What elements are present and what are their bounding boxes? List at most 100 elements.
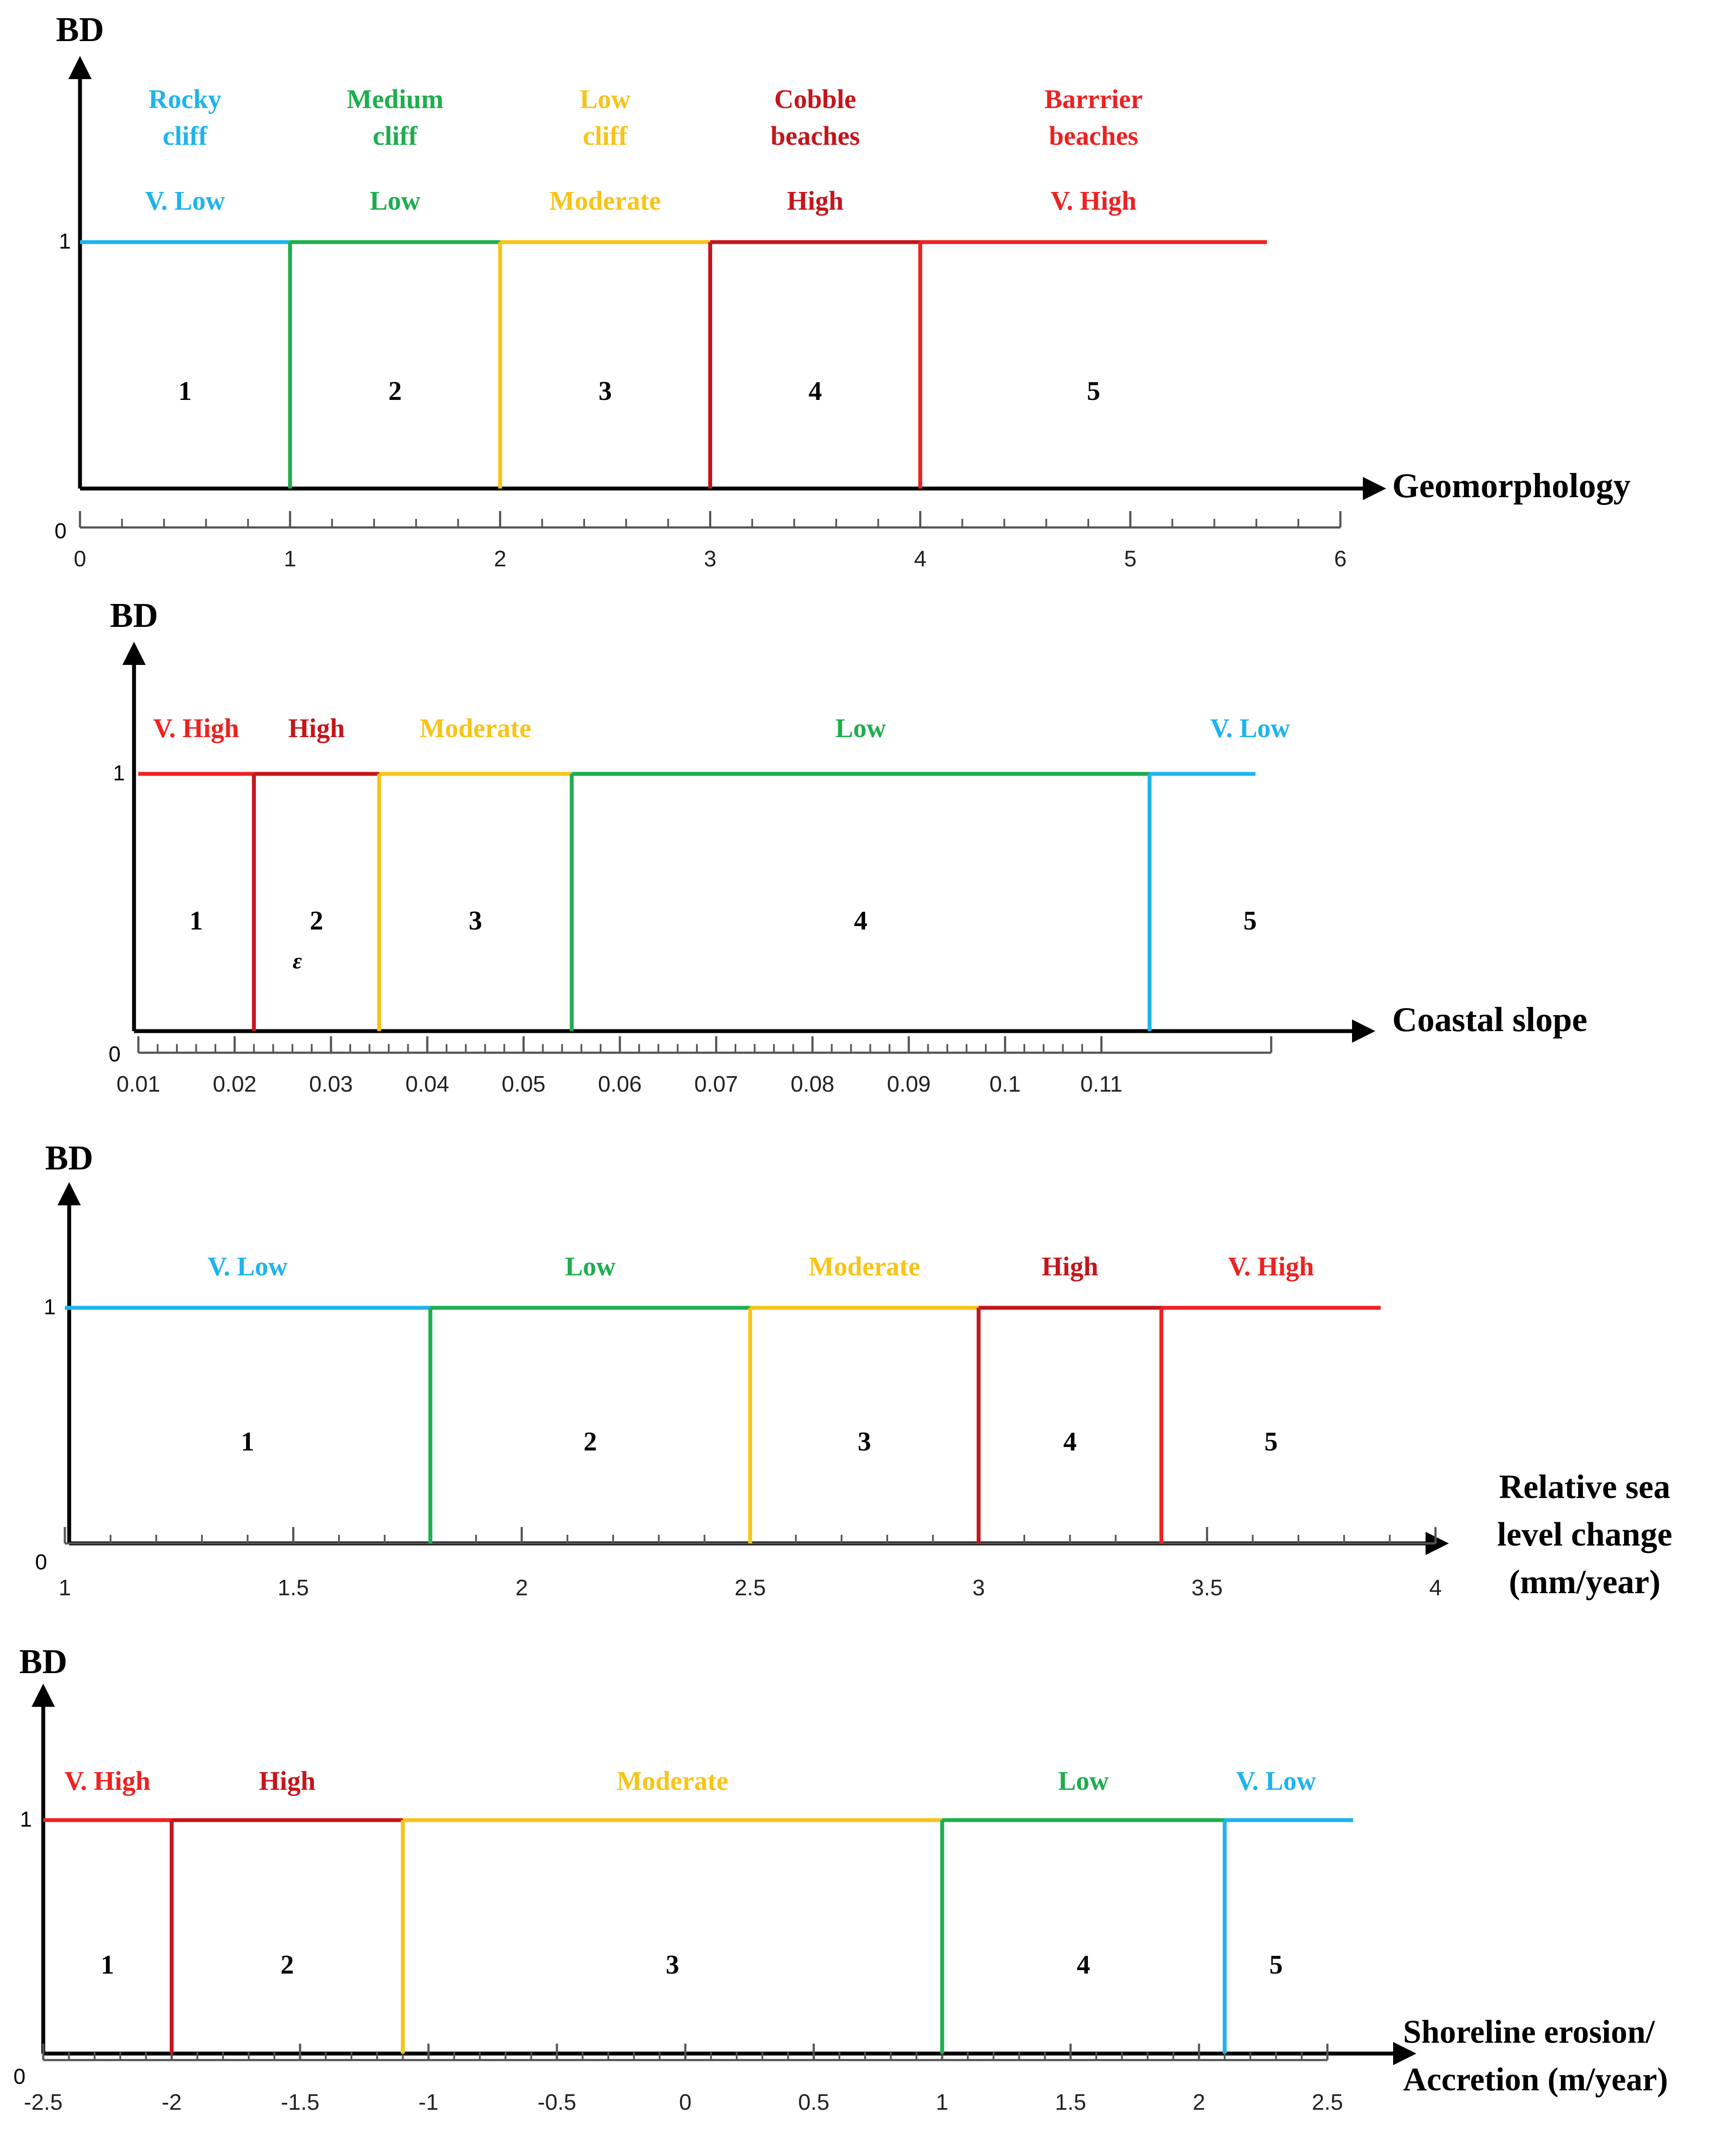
x-axis-title: level change — [1497, 1515, 1672, 1553]
class-1-number: 1 — [101, 1950, 114, 1980]
y-tick-label-0: 0 — [13, 2064, 26, 2089]
class-1-rank: V. High — [64, 1766, 150, 1796]
class-3-rank: Moderate — [617, 1766, 728, 1796]
class-5-description: beaches — [1049, 121, 1138, 151]
class-5-rank: V. Low — [1210, 714, 1290, 743]
class-1-rank: V. Low — [145, 186, 225, 216]
x-axis-title: Accretion (m/year) — [1403, 2061, 1668, 2098]
class-3-number: 3 — [469, 906, 482, 936]
class-3-rank: Moderate — [419, 714, 531, 743]
x-tick-label: 0.04 — [406, 1072, 449, 1097]
x-tick-label: -0.5 — [537, 2090, 576, 2115]
class-4-number: 4 — [1077, 1950, 1090, 1980]
x-axis-title: (mm/year) — [1509, 1563, 1661, 1600]
class-1-number: 1 — [178, 377, 192, 406]
y-tick-label-1: 1 — [44, 1295, 56, 1319]
chart-coastal-slope: BD 0 1 0.01 0.02 0.03 0.04 0.05 0.06 0.07 0.08 0.09… — [109, 597, 1587, 1097]
x-tick-label: 1 — [59, 1575, 71, 1600]
class-5-number: 5 — [1244, 906, 1257, 936]
class-3-description: cliff — [583, 121, 628, 151]
class-3-number: 3 — [666, 1950, 679, 1980]
class-1-description: cliff — [163, 121, 208, 151]
class-1-rank: V. Low — [208, 1252, 288, 1281]
class-2-number: 2 — [310, 906, 323, 936]
class-3-rank: Moderate — [549, 186, 661, 216]
x-tick-label: 0.11 — [1081, 1072, 1122, 1097]
class-3-number: 3 — [858, 1427, 871, 1457]
x-tick-label: -1 — [419, 2090, 438, 2115]
y-axis-label: BD — [56, 11, 104, 49]
x-axis-title: Shoreline erosion/ — [1403, 2014, 1655, 2050]
x-axis-title: Coastal slope — [1392, 1001, 1587, 1039]
class-1-rank: V. High — [153, 714, 239, 743]
x-tick-label: 3.5 — [1192, 1575, 1223, 1600]
x-tick-label: 1 — [936, 2090, 949, 2115]
y-axis-label: BD — [45, 1139, 93, 1177]
y-tick-label-1: 1 — [20, 1807, 32, 1831]
class-2-rank: High — [259, 1766, 316, 1796]
x-axis-title: Relative sea — [1499, 1468, 1670, 1505]
class-2-rank: Low — [565, 1252, 616, 1281]
class-4-rank: High — [787, 186, 844, 216]
class-2-description: Medium — [347, 85, 444, 114]
y-tick-label-1: 1 — [59, 229, 71, 253]
class-4-number: 4 — [1063, 1427, 1077, 1457]
x-tick-label: 1.5 — [278, 1575, 309, 1600]
x-tick-label: 5 — [1124, 546, 1137, 572]
class-5-rank: V. High — [1228, 1252, 1314, 1281]
class-2-number: 2 — [584, 1427, 597, 1457]
class-1-number: 1 — [189, 906, 203, 936]
class-2-number: 2 — [281, 1950, 294, 1980]
chart-shoreline-erosion: BD 0 1 -2.5 -2 -1.5 -1 -0.5 0 0.5 1 1.5 2 2.5 Shorelin… — [13, 1643, 1668, 2115]
x-tick-label: 0.03 — [309, 1072, 353, 1097]
class-5-rank: V. Low — [1236, 1766, 1316, 1796]
class-2-rank: High — [288, 714, 345, 743]
x-tick-label: 0.09 — [887, 1072, 930, 1097]
x-tick-label: 0.5 — [798, 2090, 829, 2115]
x-tick-label: 0.05 — [502, 1072, 545, 1097]
class-5-number: 5 — [1269, 1950, 1283, 1980]
x-tick-label: 0 — [74, 546, 86, 572]
class-4-number: 4 — [809, 377, 822, 406]
x-tick-label: -1.5 — [281, 2090, 320, 2115]
x-tick-label: 4 — [1429, 1575, 1442, 1600]
x-tick-label: 0.07 — [694, 1072, 738, 1097]
class-5-description: Barrrier — [1045, 85, 1143, 114]
x-tick-label: -2.5 — [24, 2090, 63, 2115]
x-tick-label: 2.5 — [735, 1575, 766, 1600]
x-axis-title: Geomorphology — [1392, 467, 1630, 505]
y-axis-label: BD — [110, 597, 158, 635]
x-tick-label: 0.1 — [989, 1072, 1020, 1097]
class-4-description: beaches — [770, 121, 860, 151]
x-tick-label: 0.08 — [790, 1072, 834, 1097]
class-1-number: 1 — [241, 1427, 254, 1457]
y-tick-label-0: 0 — [54, 519, 67, 543]
x-tick-label: -2 — [162, 2090, 182, 2115]
x-tick-label: 0.02 — [213, 1072, 256, 1097]
x-tick-label: 0 — [679, 2090, 692, 2115]
x-tick-label: 2 — [1193, 2090, 1205, 2115]
x-tick-label: 1 — [284, 546, 296, 572]
x-tick-label: 4 — [914, 546, 927, 572]
y-axis-label: BD — [19, 1643, 67, 1681]
class-5-rank: V. High — [1051, 186, 1137, 216]
y-tick-label-0: 0 — [109, 1042, 121, 1066]
class-4-rank: High — [1042, 1252, 1098, 1281]
x-tick-label: 3 — [972, 1575, 985, 1600]
chart-geomorphology: BD 0 1 0 1 2 3 4 5 6 Geomorphology 1 V. Low Rocky clif… — [54, 11, 1630, 572]
y-tick-label-1: 1 — [113, 761, 125, 785]
class-4-rank: Low — [835, 714, 886, 743]
class-2-rank: Low — [370, 186, 420, 216]
x-tick-label: 6 — [1334, 546, 1347, 572]
x-tick-label: 1.5 — [1055, 2090, 1086, 2115]
class-4-description: Cobble — [774, 85, 856, 114]
x-tick-label: 0.01 — [116, 1072, 160, 1097]
class-2-number: 2 — [388, 377, 402, 406]
class-3-number: 3 — [598, 377, 612, 406]
class-4-rank: Low — [1058, 1766, 1109, 1796]
class-1-description: Rocky — [149, 85, 222, 114]
stray-mark: ɛ — [293, 949, 302, 974]
